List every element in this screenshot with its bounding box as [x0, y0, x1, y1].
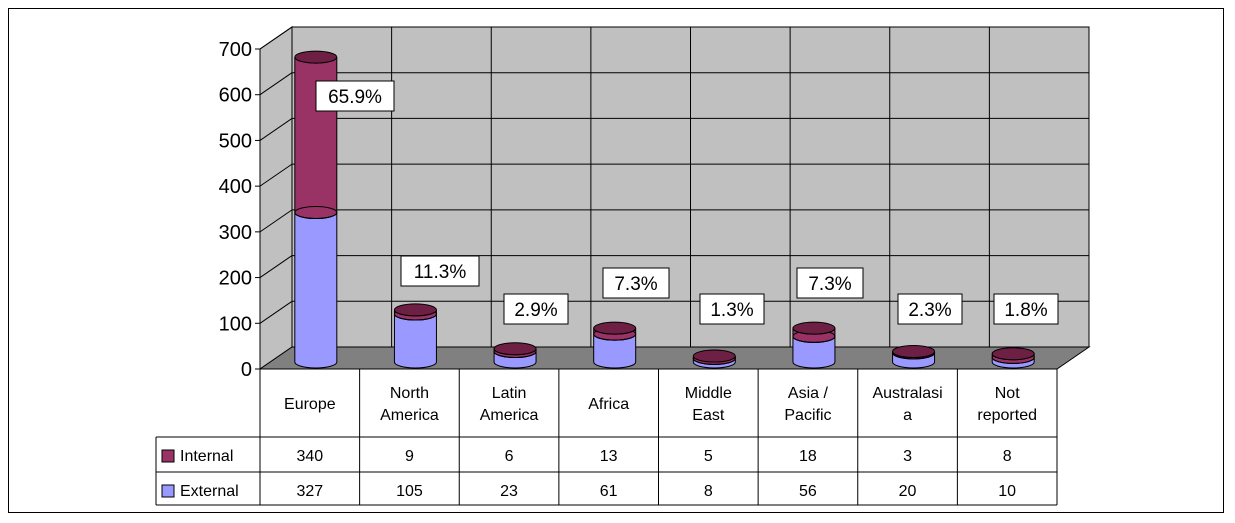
table-cell: 8: [1003, 448, 1012, 465]
category-label: Pacific: [784, 407, 831, 424]
category-label: East: [692, 407, 725, 424]
category-label: America: [480, 407, 539, 424]
category-label: Asia /: [788, 385, 829, 402]
table-cell: 3: [903, 448, 912, 465]
category-label: North: [390, 385, 429, 402]
table-cell: 327: [296, 483, 323, 500]
data-label: 2.9%: [514, 300, 557, 321]
data-label: 1.8%: [1004, 300, 1047, 321]
gridline-side: [259, 255, 293, 278]
category-label: a: [903, 407, 912, 424]
data-label: 11.3%: [414, 262, 467, 283]
category-label: Europe: [284, 396, 336, 413]
data-label: 2.3%: [908, 300, 951, 321]
bar-external-europe: [294, 212, 338, 369]
legend-key-external: [161, 484, 175, 498]
y-tick-label: 200: [219, 268, 252, 290]
gridline-side: [259, 209, 293, 233]
data-label-box: [315, 80, 395, 112]
data-label-box: [503, 293, 569, 325]
table-cell: 61: [600, 483, 618, 500]
table-cell: 20: [899, 483, 917, 500]
y-tick-label: 300: [219, 222, 252, 244]
legend-label-internal: Internal: [180, 448, 233, 465]
data-label: 65.9%: [328, 87, 382, 108]
gridline-side: [259, 163, 293, 187]
legend-key-internal: [161, 449, 175, 463]
table-cell: 18: [799, 448, 817, 465]
table-cell: 5: [704, 448, 713, 465]
table-cell: 56: [799, 483, 817, 500]
bar-top: [892, 344, 936, 358]
data-label-box: [699, 293, 765, 325]
y-tick-label: 600: [219, 85, 252, 107]
table-cell: 6: [505, 448, 514, 465]
bar-top: [294, 50, 338, 64]
y-tick-label: 700: [219, 39, 252, 61]
gridline-side: [259, 26, 293, 50]
bar-top: [593, 321, 637, 335]
table-cell: 9: [405, 448, 414, 465]
category-label: America: [380, 407, 439, 424]
category-label: Australasi: [872, 385, 942, 402]
side-wall: [259, 26, 293, 370]
data-label-box: [796, 267, 864, 299]
floor: [258, 346, 1091, 370]
y-tick-label: 0: [241, 359, 252, 381]
bar-top: [692, 349, 736, 363]
table-cell: 13: [600, 448, 618, 465]
bar-top: [493, 342, 537, 356]
bar-external-north-america: [393, 313, 437, 369]
gridline-side: [259, 118, 293, 141]
data-label-box: [897, 293, 963, 325]
category-label: Not: [995, 385, 1020, 402]
table-cell: 23: [500, 483, 518, 500]
table-cell: 340: [296, 448, 323, 465]
bar-seam: [294, 206, 338, 220]
y-tick-label: 100: [219, 313, 252, 335]
bar-top: [393, 303, 437, 317]
data-label-box: [400, 255, 480, 287]
data-label: 1.3%: [710, 300, 753, 321]
table-cell: 10: [998, 483, 1016, 500]
category-label: Middle: [685, 385, 732, 402]
legend-label-external: External: [180, 483, 239, 500]
category-label: Africa: [588, 396, 629, 413]
table-cell: 105: [396, 483, 423, 500]
table-cell: 8: [704, 483, 713, 500]
data-label-box: [993, 293, 1059, 325]
data-label: 7.3%: [614, 274, 657, 295]
chart-frame: [8, 8, 1224, 513]
category-label: reported: [977, 407, 1037, 424]
bar-top: [792, 321, 836, 335]
y-tick-label: 500: [219, 130, 252, 152]
data-label-box: [602, 267, 670, 299]
gridline-side: [259, 300, 293, 324]
bar-top: [991, 347, 1035, 361]
category-label: Latin: [492, 385, 527, 402]
gridline-side: [259, 72, 293, 96]
data-label: 7.3%: [808, 274, 851, 295]
y-tick-label: 400: [219, 176, 252, 198]
